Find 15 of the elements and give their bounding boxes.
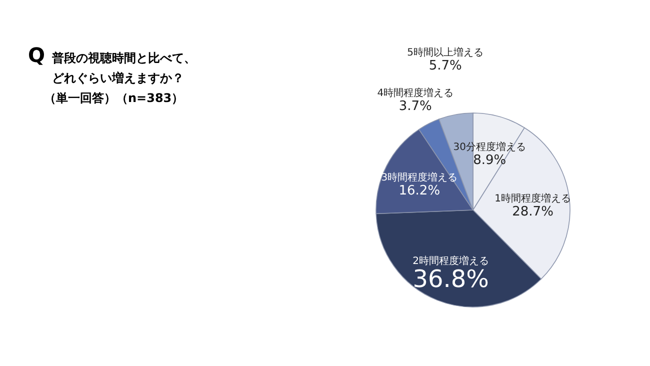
data-label: 28.7% <box>512 204 554 220</box>
data-label: 8.9% <box>473 153 506 168</box>
data-label: 36.8% <box>412 264 489 293</box>
data-label: 5.7% <box>428 58 462 74</box>
slice-label: 30分程度増える <box>453 141 526 154</box>
data-label: 16.2% <box>398 184 440 199</box>
slice-label: 3時間程度増える <box>381 172 458 184</box>
slice-label: 5時間以上増える <box>407 46 484 58</box>
slice-label: 2時間程度増える <box>412 254 490 267</box>
slice-label: 4時間程度増える <box>377 86 454 99</box>
text: Q <box>28 43 46 67</box>
data-label: 3.7% <box>398 98 432 114</box>
text: （単一回答）（n=383） <box>44 91 184 105</box>
slice-label: 1時間程度増える <box>494 192 571 204</box>
text: 普段の視聴時間と比べて、どれぐらい増えますか？ <box>51 51 196 85</box>
